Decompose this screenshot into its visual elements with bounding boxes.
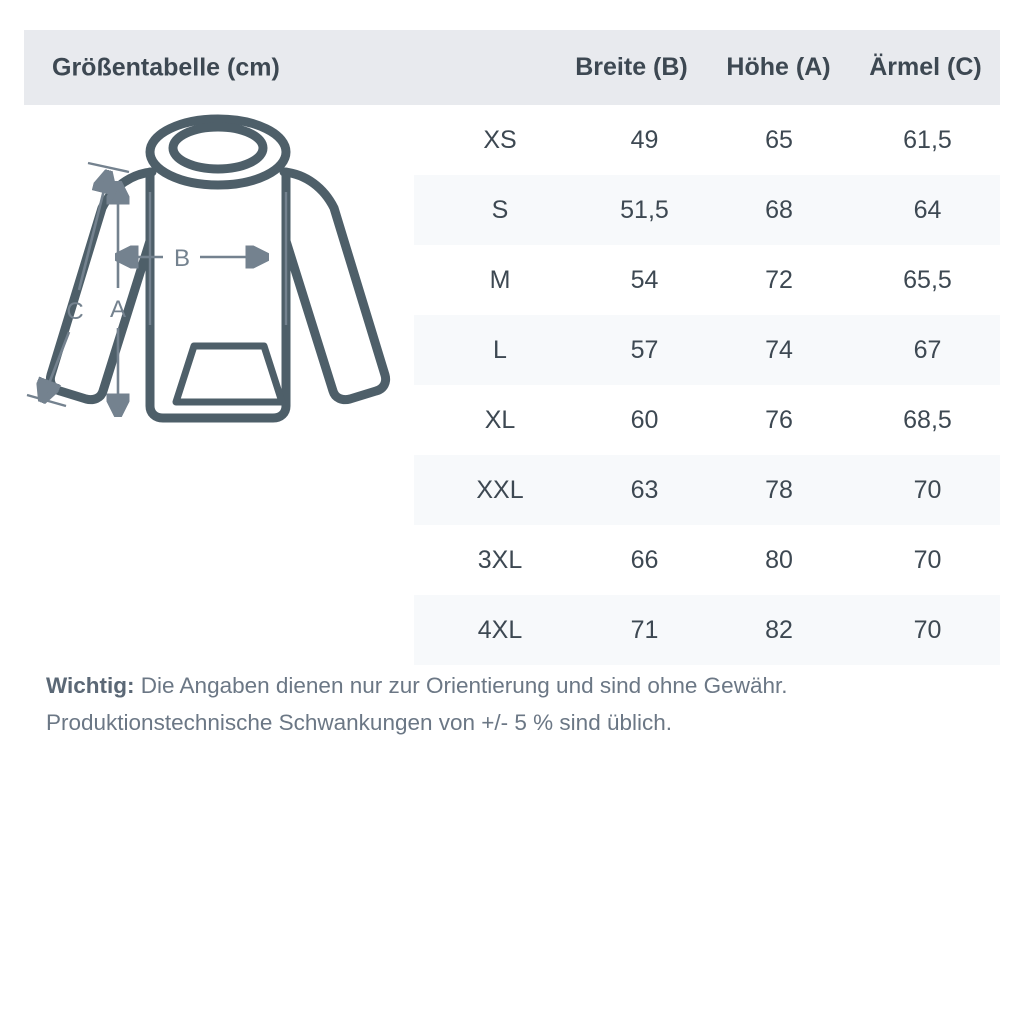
table-row: M 54 72 65,5	[414, 245, 1000, 315]
cell-aermel: 70	[913, 615, 942, 644]
table-row: XL 60 76 68,5	[414, 385, 1000, 455]
kangaroo-pocket-path	[172, 342, 286, 406]
cell-breite: 71	[630, 615, 659, 644]
hood-outer-ellipse	[145, 114, 291, 190]
hoodie-garment-icon	[45, 114, 391, 423]
disclaimer-line-1: Die Angaben dienen nur zur Orientierung …	[134, 673, 788, 698]
cell-size: XS	[483, 125, 517, 154]
width-label-b: B	[174, 245, 190, 272]
sleeve-label-c: C	[66, 298, 83, 325]
size-table: XS 49 65 61,5 S 51,5 68 64 M 54 72 65,5 …	[414, 105, 1000, 665]
cell-breite: 60	[630, 405, 659, 434]
cell-hoehe: 74	[765, 335, 793, 364]
page-title: Größentabelle (cm)	[52, 53, 280, 81]
cell-breite: 49	[630, 125, 659, 154]
cell-breite: 66	[630, 545, 659, 574]
right-sleeve-path	[279, 167, 391, 405]
cell-hoehe: 78	[765, 475, 793, 504]
cell-hoehe: 82	[765, 615, 793, 644]
table-row: L 57 74 67	[414, 315, 1000, 385]
cell-breite: 51,5	[620, 195, 669, 224]
cell-aermel: 64	[913, 195, 942, 224]
cell-hoehe: 65	[765, 125, 793, 154]
disclaimer-label: Wichtig:	[46, 673, 135, 698]
cell-size: S	[491, 195, 509, 224]
cell-size: XXL	[476, 475, 524, 504]
table-row: 3XL 66 80 70	[414, 525, 1000, 595]
column-header-group: Breite (B) Höhe (A) Ärmel (C)	[438, 30, 1000, 105]
column-header-breite: Breite (B)	[575, 53, 688, 81]
hoodie-diagram-svg: B A C	[26, 114, 391, 423]
column-header-aermel: Ärmel (C)	[869, 53, 982, 81]
hoodie-illustration: B A C	[24, 110, 414, 460]
cell-breite: 57	[630, 335, 659, 364]
cell-size: M	[489, 265, 511, 294]
cell-size: 3XL	[477, 545, 523, 574]
table-header-band: Größentabelle (cm) Breite (B) Höhe (A) Ä…	[24, 30, 1000, 105]
cell-hoehe: 76	[765, 405, 793, 434]
cell-aermel: 61,5	[903, 125, 952, 154]
disclaimer-note: Wichtig: Die Angaben dienen nur zur Orie…	[46, 667, 996, 741]
table-row: S 51,5 68 64	[414, 175, 1000, 245]
cell-size: XL	[484, 405, 516, 434]
sleeve-arrow-upper-half	[77, 174, 108, 291]
cell-aermel: 68,5	[903, 405, 952, 434]
sleeve-tick-top	[87, 161, 130, 174]
cell-breite: 63	[630, 475, 659, 504]
cell-hoehe: 80	[765, 545, 793, 574]
cell-hoehe: 72	[765, 265, 793, 294]
sleeve-tick-bottom	[26, 393, 67, 408]
table-row: XXL 63 78 70	[414, 455, 1000, 525]
table-row: 4XL 71 82 70	[414, 595, 1000, 665]
cell-hoehe: 68	[765, 195, 793, 224]
cell-aermel: 67	[913, 335, 942, 364]
sleeve-arrow-lower-half	[43, 331, 71, 399]
disclaimer-line-2: Produktionstechnische Schwankungen von +…	[46, 710, 673, 735]
cell-aermel: 70	[913, 545, 942, 574]
cell-breite: 54	[630, 265, 659, 294]
hoodie-body-path	[145, 167, 291, 423]
height-label-a: A	[110, 296, 126, 323]
cell-size: 4XL	[477, 615, 523, 644]
cell-size: L	[493, 335, 507, 364]
column-header-hoehe: Höhe (A)	[726, 53, 831, 81]
hood-inner-ellipse	[168, 122, 268, 174]
table-row: XS 49 65 61,5	[414, 105, 1000, 175]
cell-aermel: 65,5	[903, 265, 952, 294]
dimension-markers	[26, 161, 288, 413]
cell-aermel: 70	[913, 475, 942, 504]
